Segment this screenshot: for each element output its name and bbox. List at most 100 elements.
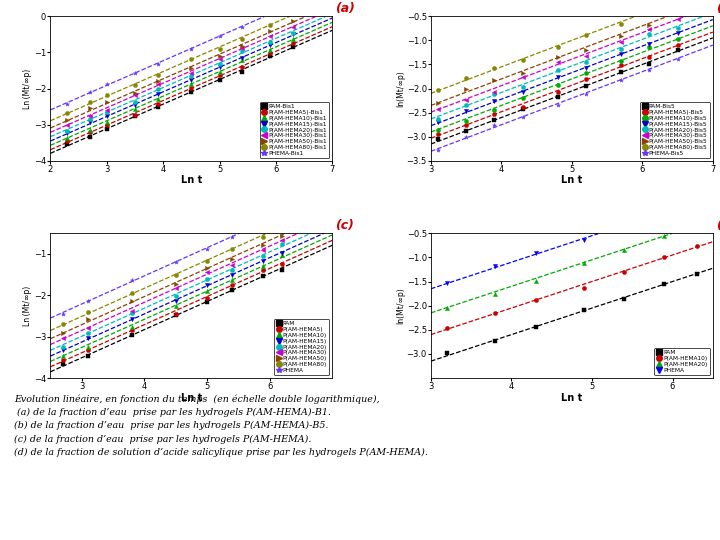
Point	[489, 106, 500, 114]
Point	[84, 112, 96, 120]
Point	[489, 87, 500, 96]
Point	[432, 114, 444, 123]
Point	[201, 245, 212, 253]
Point	[460, 117, 472, 125]
Point	[101, 91, 112, 99]
Point	[432, 105, 444, 113]
Point	[644, 53, 655, 62]
Point	[489, 116, 500, 124]
Point	[287, 35, 299, 43]
Point	[490, 289, 501, 298]
Point	[84, 88, 96, 97]
Point	[84, 132, 96, 141]
Point	[580, 52, 592, 60]
Point	[616, 45, 627, 53]
Point	[517, 88, 528, 97]
Point	[152, 103, 163, 112]
Point	[644, 30, 655, 38]
Point	[82, 342, 94, 351]
Point	[276, 248, 288, 257]
Point	[672, 55, 683, 64]
Point	[82, 346, 94, 354]
Point	[61, 134, 73, 143]
Point	[517, 113, 528, 122]
Point	[517, 69, 528, 77]
Point	[552, 43, 564, 51]
Point	[432, 118, 444, 126]
Point	[287, 17, 299, 25]
Point	[580, 82, 592, 90]
Point	[644, 40, 655, 49]
Point	[226, 261, 238, 269]
Point	[226, 271, 238, 279]
Point	[84, 126, 96, 134]
Point	[489, 64, 500, 72]
Point	[126, 275, 138, 284]
Point	[672, 29, 683, 37]
Point	[82, 296, 94, 305]
Point	[460, 100, 472, 109]
Point	[644, 43, 655, 51]
Point	[276, 235, 288, 244]
Point	[214, 44, 225, 53]
Point	[126, 296, 138, 305]
Point	[616, 68, 627, 77]
Point	[152, 100, 163, 109]
Point	[61, 120, 73, 129]
Point	[517, 105, 528, 113]
Point	[552, 80, 564, 89]
Point	[616, 76, 627, 84]
Point	[170, 310, 181, 319]
Point	[214, 51, 225, 60]
Point	[152, 60, 163, 69]
Point	[236, 35, 248, 43]
Point	[101, 107, 112, 116]
Point	[61, 137, 73, 146]
Point	[580, 69, 592, 78]
Point	[186, 45, 197, 53]
Point	[264, 49, 276, 58]
Point	[258, 266, 269, 274]
Point	[126, 306, 138, 315]
Point	[276, 266, 288, 274]
Point	[170, 258, 181, 267]
Y-axis label: Ln (Mt/∞p): Ln (Mt/∞p)	[24, 286, 32, 326]
Point	[276, 260, 288, 268]
Point	[186, 87, 197, 96]
Point	[214, 60, 225, 69]
Point	[82, 333, 94, 342]
Point	[264, 21, 276, 30]
Point	[432, 130, 444, 139]
Point	[214, 68, 225, 76]
Point	[441, 278, 453, 287]
Point	[517, 83, 528, 91]
Point	[84, 118, 96, 127]
Point	[129, 80, 140, 89]
Point	[152, 90, 163, 98]
Point	[186, 69, 197, 77]
Point	[489, 76, 500, 84]
Point	[126, 331, 138, 340]
Point	[84, 128, 96, 137]
Point	[659, 231, 670, 240]
Point	[61, 127, 73, 136]
Point	[61, 140, 73, 149]
Point	[57, 346, 68, 354]
Point	[460, 96, 472, 104]
Point	[580, 75, 592, 83]
Point	[489, 96, 500, 105]
Text: (b): (b)	[716, 2, 720, 15]
Point	[57, 352, 68, 361]
Point	[460, 106, 472, 115]
Point	[101, 106, 112, 114]
Point	[580, 63, 592, 72]
Point	[236, 22, 248, 31]
Point	[226, 286, 238, 295]
Point	[84, 97, 96, 106]
Text: (d): (d)	[716, 219, 720, 232]
Point	[691, 241, 703, 250]
Point	[129, 100, 140, 109]
Point	[580, 31, 592, 39]
Point	[101, 118, 112, 127]
Point	[578, 284, 590, 292]
